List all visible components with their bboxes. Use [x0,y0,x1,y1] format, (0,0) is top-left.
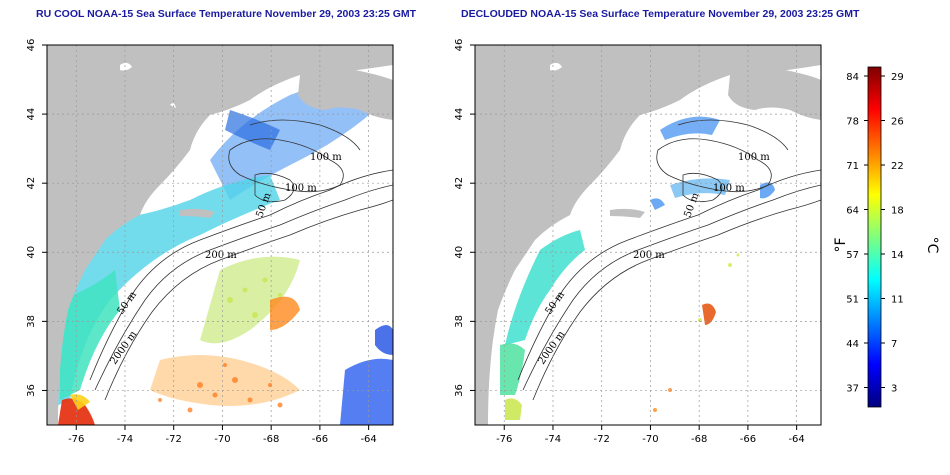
colorbar-scale [867,66,882,408]
right-lon-tick-label: -70 [642,434,658,445]
colorbar-f-tick-label: 57 [846,250,859,261]
left-map-title: RU COOL NOAA-15 Sea Surface Temperature … [36,8,417,20]
left-contour-label-100m-b: 100 m [285,183,317,194]
colorbar-c-tick-label: 29 [891,72,904,83]
right-contour-label-100m-a: 100 m [738,152,770,163]
right-lat-tick-label: 38 [454,315,465,328]
left-contour-label-200m: 200 m [205,250,237,261]
left-map-panel: 100 m 100 m 50 m 200 m 50 m 2000 m -76 -7… [26,39,394,445]
colorbar-c-tick-label: 11 [891,295,904,306]
left-lat-tick-label: 46 [26,39,37,52]
left-lat-tick-label: 38 [26,315,37,328]
right-lon-tick-label: -72 [594,434,610,445]
left-lat-tick-label: 40 [26,246,37,259]
colorbar-f-tick-label: 64 [846,206,859,217]
colorbar-f-tick-label: 71 [846,161,859,172]
left-lon-tick-label: -68 [263,434,279,445]
right-contour-label-200m: 200 m [633,250,665,261]
colorbar-c-tick-label: 18 [891,206,904,217]
left-map-ticks: -76 -74 -72 -70 -68 -66 -64 36 38 40 42 44 46 [26,39,377,445]
colorbar-f-tick-label: 44 [846,339,859,350]
left-lon-tick-label: -72 [166,434,182,445]
right-map-ticks: -76 -74 -72 -70 -68 -66 -64 36 38 40 42 44 46 [454,39,805,445]
right-lon-tick-label: -74 [545,434,561,445]
left-lon-tick-label: -64 [360,434,376,445]
right-lon-tick-label: -66 [740,434,756,445]
left-lon-tick-label: -76 [68,434,84,445]
left-lon-tick-label: -70 [214,434,230,445]
right-map-frame [474,44,822,426]
right-lat-tick-label: 40 [454,246,465,259]
right-lat-tick-label: 36 [454,384,465,397]
colorbar-f-tick-label: 78 [846,117,859,128]
colorbar-fahrenheit-ticks: 84 78 71 64 57 51 44 37 [846,72,868,395]
left-lat-tick-label: 44 [26,108,37,121]
left-land-long-island [180,208,215,218]
left-map-gridlines [47,44,393,425]
colorbar-f-tick-label: 37 [846,384,859,395]
right-lon-tick-label: -76 [496,434,512,445]
right-bathymetry-contours [517,119,821,401]
left-lat-tick-label: 42 [26,177,37,190]
right-lon-tick-label: -68 [691,434,707,445]
right-lat-tick-label: 42 [454,177,465,190]
left-lon-tick-label: -74 [117,434,133,445]
left-lat-tick-label: 36 [26,384,37,397]
right-land-long-island [610,208,645,218]
right-map-title: DECLOUDED NOAA-15 Sea Surface Temperatur… [461,8,860,20]
right-lat-tick-label: 44 [454,108,465,121]
colorbar-celsius-ticks: 29 26 22 18 14 11 7 3 [881,72,904,395]
colorbar-f-tick-label: 51 [846,295,859,306]
right-lon-tick-label: -64 [788,434,804,445]
colorbar-c-tick-label: 26 [891,117,904,128]
colorbar-f-tick-label: 84 [846,72,859,83]
right-land-nova-scotia [728,68,821,120]
colorbar-celsius-unit: °C [924,237,940,254]
right-map-panel: 100 m 100 m 50 m 200 m 50 m 2000 m -76 -7… [454,39,822,445]
left-land-mainland [47,45,393,425]
left-lon-tick-label: -66 [312,434,328,445]
colorbar-c-tick-label: 7 [891,339,897,350]
right-land-mainland [475,45,821,425]
left-land-nova-scotia [298,68,393,120]
colorbar-fahrenheit-unit: °F [833,237,849,252]
right-map-gridlines [475,44,821,425]
colorbar-c-tick-label: 22 [891,161,904,172]
colorbar-c-tick-label: 14 [891,250,904,261]
left-map-frame [46,44,394,426]
right-lat-tick-label: 46 [454,39,465,52]
colorbar: 84 78 71 64 57 51 44 37 29 26 22 18 14 11 7 3 °F °C [833,66,940,408]
colorbar-c-tick-label: 3 [891,384,897,395]
right-contour-label-100m-b: 100 m [713,183,745,194]
left-bathymetry-contours [89,119,393,401]
left-contour-label-100m-a: 100 m [310,152,342,163]
